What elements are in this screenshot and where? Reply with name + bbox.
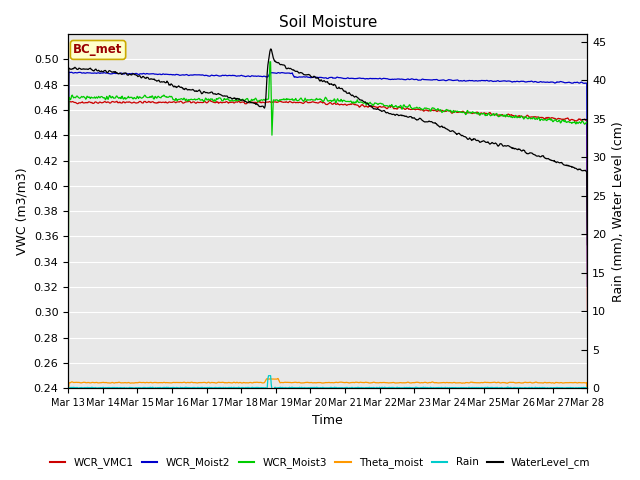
Y-axis label: Rain (mm), Water Level (cm): Rain (mm), Water Level (cm): [612, 121, 625, 301]
Text: BC_met: BC_met: [74, 43, 123, 57]
X-axis label: Time: Time: [312, 414, 343, 427]
Y-axis label: VWC (m3/m3): VWC (m3/m3): [15, 168, 28, 255]
Legend: WCR_VMC1, WCR_Moist2, WCR_Moist3, Theta_moist, Rain, WaterLevel_cm: WCR_VMC1, WCR_Moist2, WCR_Moist3, Theta_…: [45, 453, 595, 472]
Title: Soil Moisture: Soil Moisture: [278, 15, 377, 30]
